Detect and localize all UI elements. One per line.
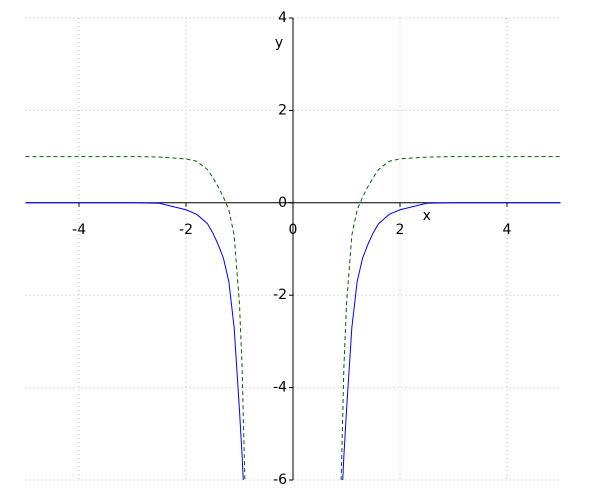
plot-area — [25, 156, 561, 481]
x-tick-label: 2 — [396, 222, 405, 238]
curve — [25, 202, 561, 481]
y-tick-label: 2 — [278, 102, 287, 118]
x-axis-label: x — [423, 208, 431, 224]
y-tick-label: -6 — [273, 472, 287, 488]
x-tick-label: -4 — [72, 222, 86, 238]
curve — [25, 156, 561, 481]
y-tick-label: 4 — [278, 10, 287, 26]
y-axis-label: y — [275, 35, 283, 51]
x-tick-label: -2 — [179, 222, 193, 238]
y-tick-label: -4 — [273, 380, 287, 396]
y-tick-label: -2 — [273, 287, 287, 303]
x-tick-label: 4 — [503, 222, 512, 238]
